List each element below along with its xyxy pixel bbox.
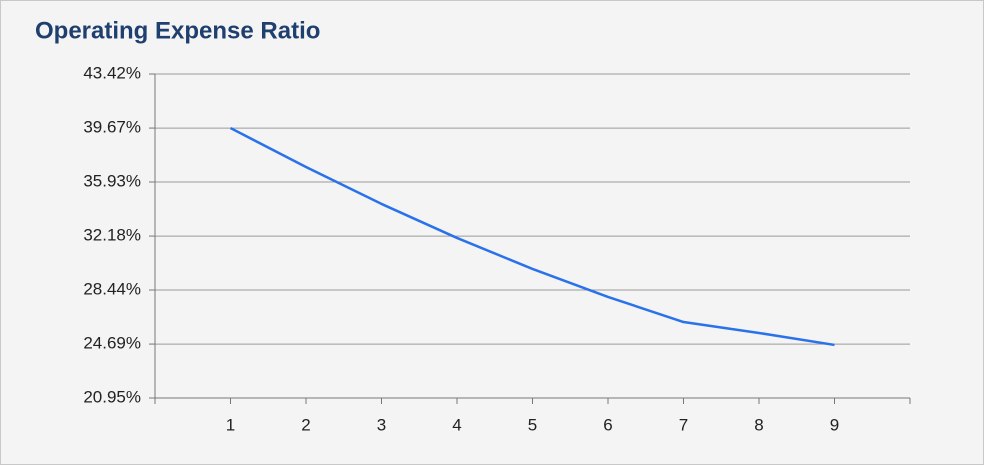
y-tick-label: 39.67% [83, 118, 141, 137]
y-tick-label: 20.95% [83, 387, 141, 406]
x-tick-label: 6 [603, 415, 612, 434]
data-line [229, 126, 835, 347]
x-tick-label: 4 [452, 415, 461, 434]
y-tick-label: 35.93% [83, 171, 141, 190]
x-tick-label: 3 [377, 415, 386, 434]
chart-title: Operating Expense Ratio [35, 17, 320, 44]
x-tick-label: 1 [226, 415, 235, 434]
y-tick-label: 32.18% [83, 226, 141, 245]
x-tick-label: 5 [528, 415, 537, 434]
y-tick-label: 28.44% [83, 279, 141, 298]
x-tick-label: 7 [679, 415, 688, 434]
x-tick-label: 8 [754, 415, 763, 434]
x-tick-label: 9 [830, 415, 839, 434]
x-tick-label: 2 [301, 415, 310, 434]
y-tick-label: 24.69% [83, 334, 141, 353]
y-tick-label: 43.42% [83, 63, 141, 82]
